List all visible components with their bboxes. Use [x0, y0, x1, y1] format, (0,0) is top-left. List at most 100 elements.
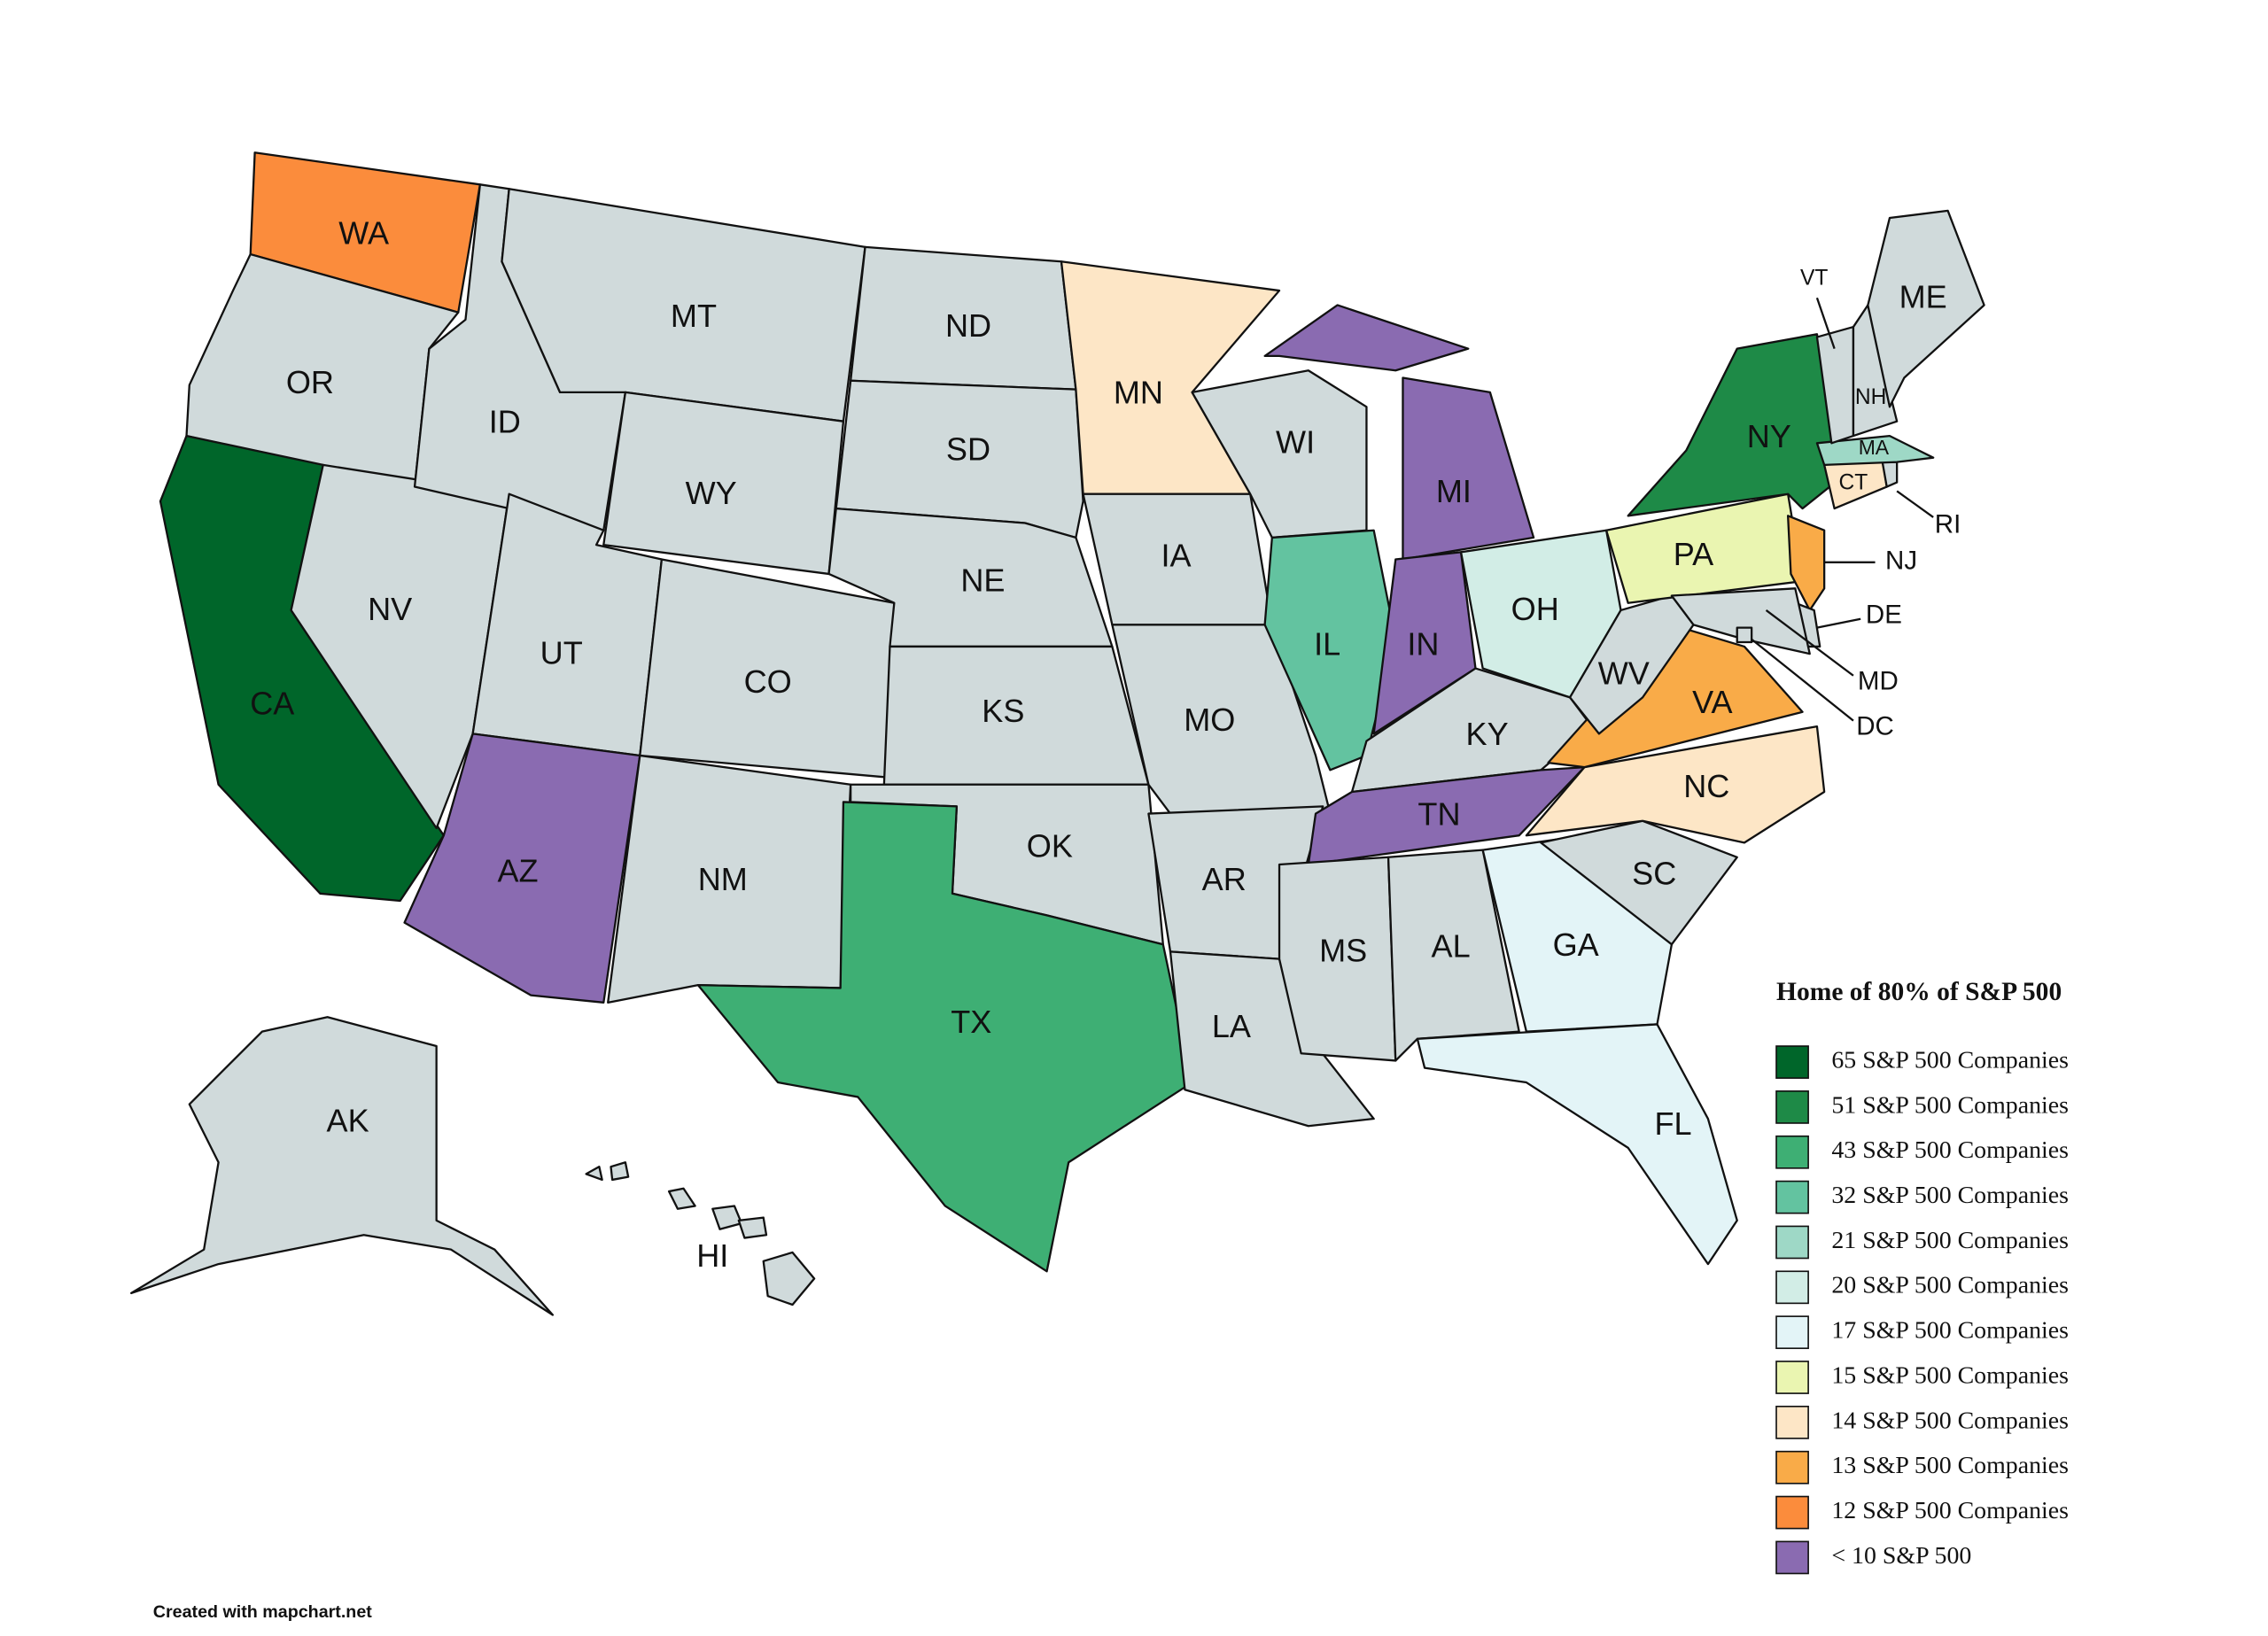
state-label: FL: [1655, 1105, 1692, 1142]
state-label: OH: [1511, 591, 1559, 627]
state-label: OR: [286, 364, 334, 400]
legend-swatch: [1775, 1180, 1809, 1214]
state-label: TN: [1418, 795, 1460, 832]
state-shape: [1786, 515, 1826, 612]
legend-label: 21 S&P 500 Companies: [1831, 1227, 2069, 1254]
state-label: KS: [982, 693, 1024, 729]
legend-label: 13 S&P 500 Companies: [1831, 1452, 2069, 1479]
state-label: DE: [1866, 600, 1902, 629]
leader-line: [1751, 638, 1854, 722]
state-label: IL: [1314, 625, 1340, 662]
legend-swatch: [1775, 1450, 1809, 1485]
leader-line: [1896, 490, 1934, 518]
state-label: NV: [368, 591, 412, 627]
state-shape: [1670, 587, 1811, 655]
state-shape: [130, 1016, 555, 1316]
leader-line: [1815, 297, 1836, 350]
state-label: NY: [1747, 418, 1791, 454]
state-label: NM: [698, 861, 748, 897]
state-label: WV: [1598, 655, 1650, 691]
state-label: HI: [696, 1237, 728, 1274]
state-shape: [1815, 434, 1935, 467]
state-label: ME: [1899, 278, 1947, 314]
state-label: PA: [1674, 536, 1713, 572]
state-label: OK: [1027, 827, 1073, 864]
legend-swatch: [1775, 1090, 1809, 1124]
state-label: UT: [540, 634, 583, 671]
state-label: VT: [1800, 266, 1828, 290]
state-shape: [1540, 819, 1738, 946]
legend-swatch: [1775, 1361, 1809, 1394]
state-label: WY: [686, 475, 737, 511]
state-label: CO: [744, 663, 792, 700]
state-shape: [1402, 376, 1535, 561]
state-shape: [1736, 626, 1753, 644]
leader-line: [1816, 617, 1861, 629]
state-label: MD: [1858, 667, 1899, 696]
legend-swatch: [1775, 1045, 1809, 1079]
state-shape: [737, 1216, 768, 1239]
legend-title: Home of 80% of S&P 500: [1776, 978, 2062, 1006]
state-label: DC: [1856, 712, 1894, 741]
legend-swatch: [1775, 1270, 1809, 1305]
legend-label: < 10 S&P 500: [1831, 1542, 1971, 1570]
legend-swatch: [1775, 1315, 1809, 1350]
legend-label: 43 S&P 500 Companies: [1831, 1136, 2069, 1164]
state-label: NH: [1855, 385, 1887, 409]
state-label: ID: [489, 404, 521, 440]
legend-label: 12 S&P 500 Companies: [1831, 1497, 2069, 1524]
legend-swatch: [1775, 1225, 1809, 1260]
state-shape: [1852, 304, 1899, 438]
state-shape: [1263, 304, 1470, 372]
legend-swatch: [1775, 1540, 1809, 1575]
legend-swatch: [1775, 1135, 1809, 1169]
legend-label: 32 S&P 500 Companies: [1831, 1182, 2069, 1209]
state-label: MT: [671, 298, 717, 334]
state-label: AR: [1202, 861, 1247, 897]
legend-label: 15 S&P 500 Companies: [1831, 1361, 2069, 1389]
state-label: AL: [1432, 928, 1471, 965]
state-shape: [696, 801, 1193, 1273]
state-label: SC: [1632, 856, 1676, 892]
state-label: AZ: [497, 852, 538, 888]
state-shape: [667, 1187, 696, 1210]
state-label: MA: [1859, 436, 1890, 459]
state-label: VA: [1692, 684, 1732, 720]
state-label: WA: [338, 214, 389, 251]
state-label: MI: [1436, 473, 1472, 509]
legend-label: 65 S&P 500 Companies: [1831, 1046, 2069, 1074]
state-shape: [610, 1161, 630, 1182]
state-label: NC: [1683, 768, 1729, 804]
legend-label: 14 S&P 500 Companies: [1831, 1407, 2069, 1434]
credit: Created with mapchart.net: [153, 1602, 372, 1622]
state-shape: [762, 1251, 816, 1306]
state-label: GA: [1553, 927, 1599, 963]
legend-label: 20 S&P 500 Companies: [1831, 1272, 2069, 1299]
state-label: AK: [327, 1102, 369, 1138]
legend-label: 17 S&P 500 Companies: [1831, 1317, 2069, 1345]
state-label: NJ: [1885, 547, 1917, 576]
state-label: KY: [1466, 716, 1509, 752]
state-label: CT: [1839, 471, 1868, 495]
state-label: TX: [951, 1004, 991, 1040]
state-label: MN: [1114, 375, 1163, 411]
legend-swatch: [1775, 1495, 1809, 1530]
state-label: LA: [1212, 1008, 1251, 1044]
state-shape: [1416, 1023, 1738, 1266]
state-shape: [1278, 856, 1397, 1062]
legend-swatch: [1775, 1406, 1809, 1439]
state-label: MO: [1184, 702, 1235, 738]
state-label: MS: [1319, 933, 1367, 969]
state-shape: [1867, 209, 1985, 408]
state-label: IN: [1407, 625, 1439, 662]
state-label: ND: [945, 307, 991, 344]
state-label: NE: [960, 562, 1005, 598]
state-label: IA: [1161, 537, 1192, 573]
legend-label: 51 S&P 500 Companies: [1831, 1091, 2069, 1119]
state-shape: [585, 1166, 603, 1182]
state-label: RI: [1935, 510, 1961, 539]
state-label: WI: [1276, 423, 1315, 460]
leader-line: [1765, 609, 1854, 677]
